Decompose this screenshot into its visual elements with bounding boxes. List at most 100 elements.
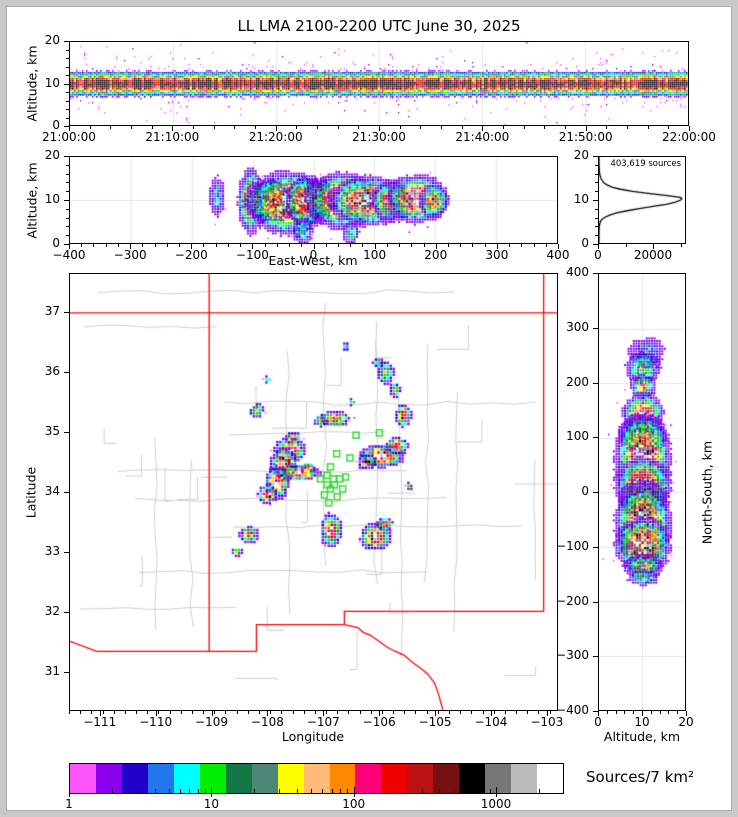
axis-tick <box>69 244 70 249</box>
axis-tick <box>593 601 598 603</box>
north-south-ylabel: North-South, km <box>699 440 715 545</box>
colorbar-segment <box>355 764 382 793</box>
axis-tick <box>359 711 361 714</box>
tick-label: 20000 <box>633 248 673 262</box>
tick-label: −109 <box>195 715 228 729</box>
map-xlabel: Longitude <box>281 729 345 744</box>
axis-tick <box>642 711 643 716</box>
axis-tick <box>595 191 598 193</box>
axis-tick <box>66 235 69 237</box>
axis-tick <box>653 244 654 249</box>
axis-tick <box>624 711 626 714</box>
axis-tick <box>66 191 69 193</box>
axis-tick <box>323 711 325 716</box>
axis-tick <box>99 711 101 716</box>
axis-tick <box>595 217 598 219</box>
tick-label: 20 <box>44 33 60 47</box>
axis-tick <box>147 711 149 714</box>
histogram-annotation: 403,619 sources <box>610 159 681 169</box>
colorbar-segment <box>251 764 278 793</box>
axis-tick <box>435 711 437 716</box>
tick-label: 33 <box>44 544 60 558</box>
tick-label: 21:30:00 <box>352 130 406 144</box>
axis-tick <box>313 244 315 249</box>
axis-tick <box>650 711 652 714</box>
axis-tick <box>362 244 364 247</box>
tick-label: −107 <box>306 715 340 729</box>
axis-tick <box>124 711 126 714</box>
axis-tick <box>155 711 157 716</box>
axis-tick <box>110 126 112 129</box>
axis-tick <box>544 126 546 129</box>
axis-tick <box>64 83 69 85</box>
axis-tick <box>633 711 635 714</box>
axis-tick <box>254 789 256 793</box>
axis-tick <box>439 789 441 793</box>
axis-tick <box>130 244 132 249</box>
colorbar-segment <box>121 764 148 793</box>
axis-tick <box>211 711 213 716</box>
tick-label: 0 <box>309 248 318 262</box>
axis-tick <box>453 789 455 793</box>
axis-tick <box>131 126 132 129</box>
axis-tick <box>593 244 598 245</box>
tick-label: 10 <box>634 715 650 729</box>
axis-tick <box>593 492 598 493</box>
tick-label: 0 <box>581 484 589 498</box>
tick-label: 0 <box>581 236 589 250</box>
axis-tick <box>211 787 213 797</box>
panel-map <box>69 273 558 711</box>
axis-tick <box>350 244 352 247</box>
tick-label: 36 <box>44 364 60 378</box>
tick-label: 0 <box>52 118 60 132</box>
axis-tick <box>326 711 328 714</box>
axis-tick <box>625 244 627 247</box>
panel-north-south <box>598 273 686 711</box>
axis-tick <box>168 789 170 793</box>
axis-tick <box>370 711 372 714</box>
tick-label: −106 <box>362 715 396 729</box>
tick-label: −400 <box>52 248 86 262</box>
axis-tick <box>296 126 298 129</box>
axis-tick <box>353 787 355 797</box>
axis-tick <box>423 244 425 247</box>
axis-tick <box>64 432 69 433</box>
axis-tick <box>64 612 69 613</box>
axis-tick <box>89 126 91 129</box>
axis-tick <box>91 711 93 714</box>
axis-tick <box>595 173 598 175</box>
tick-label: 20 <box>44 148 60 162</box>
axis-tick <box>247 711 249 714</box>
tick-label: 0 <box>52 236 60 250</box>
axis-tick <box>435 244 437 249</box>
axis-tick <box>593 546 598 548</box>
colorbar-segment <box>303 764 330 793</box>
tick-label: −100 <box>235 248 269 262</box>
colorbar-segment <box>381 764 408 793</box>
axis-tick <box>93 244 95 247</box>
north-south-canvas <box>599 274 685 710</box>
axis-tick <box>215 244 217 247</box>
axis-tick <box>595 208 598 210</box>
axis-tick <box>558 244 559 249</box>
axis-tick <box>545 244 547 247</box>
colorbar <box>69 763 564 794</box>
axis-tick <box>64 126 69 127</box>
axis-tick <box>64 492 69 493</box>
axis-tick <box>301 244 303 247</box>
tick-label: 22:00:00 <box>662 130 716 144</box>
tick-label: −200 <box>174 248 208 262</box>
axis-tick <box>236 711 238 714</box>
axis-tick <box>381 711 383 714</box>
axis-tick <box>179 244 181 247</box>
tick-label: 32 <box>44 604 60 618</box>
axis-tick <box>595 235 598 237</box>
axis-tick <box>393 711 395 714</box>
tick-label: 0 <box>594 715 602 729</box>
axis-tick <box>66 58 69 59</box>
axis-tick <box>66 49 69 51</box>
colorbar-segment <box>485 764 512 793</box>
axis-tick <box>546 711 548 716</box>
axis-tick <box>172 126 174 131</box>
